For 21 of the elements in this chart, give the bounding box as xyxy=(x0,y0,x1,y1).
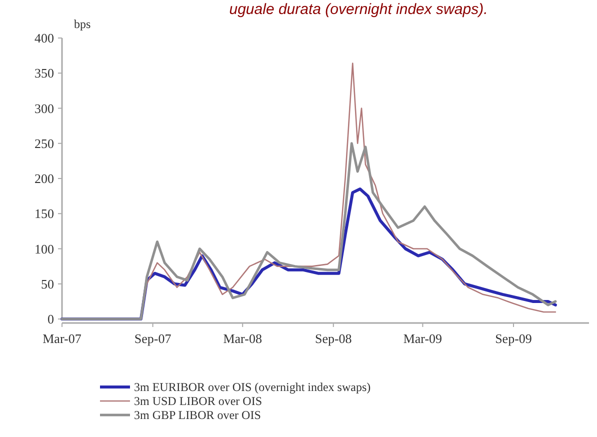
y-tick-label: 400 xyxy=(34,30,54,46)
legend-label: 3m EURIBOR over OIS (overnight index swaps) xyxy=(134,380,371,394)
y-tick-label: 200 xyxy=(34,171,54,186)
y-tick-label: 100 xyxy=(34,241,54,256)
chart-title: uguale durata (overnight index swaps). xyxy=(229,1,488,18)
legend-label: 3m USD LIBOR over OIS xyxy=(134,394,262,408)
x-tick-label: Mar-09 xyxy=(403,331,442,346)
y-tick-label: 150 xyxy=(34,206,54,222)
x-tick-label: Mar-07 xyxy=(42,331,82,346)
y-axis-title: bps xyxy=(74,17,91,32)
legend-label: 3m GBP LIBOR over OIS xyxy=(134,408,261,422)
x-tick-label: Sep-07 xyxy=(134,331,172,346)
x-tick-label: Mar-08 xyxy=(223,331,262,346)
x-tick-label: Sep-08 xyxy=(314,331,352,346)
y-tick-label: 300 xyxy=(34,100,54,116)
y-tick-label: 0 xyxy=(48,312,54,327)
x-tick-label: Sep-09 xyxy=(495,331,532,346)
y-tick-label: 350 xyxy=(34,66,54,81)
y-tick-label: 250 xyxy=(34,136,54,151)
line-series xyxy=(60,142,557,320)
y-tick-label: 50 xyxy=(41,276,54,292)
